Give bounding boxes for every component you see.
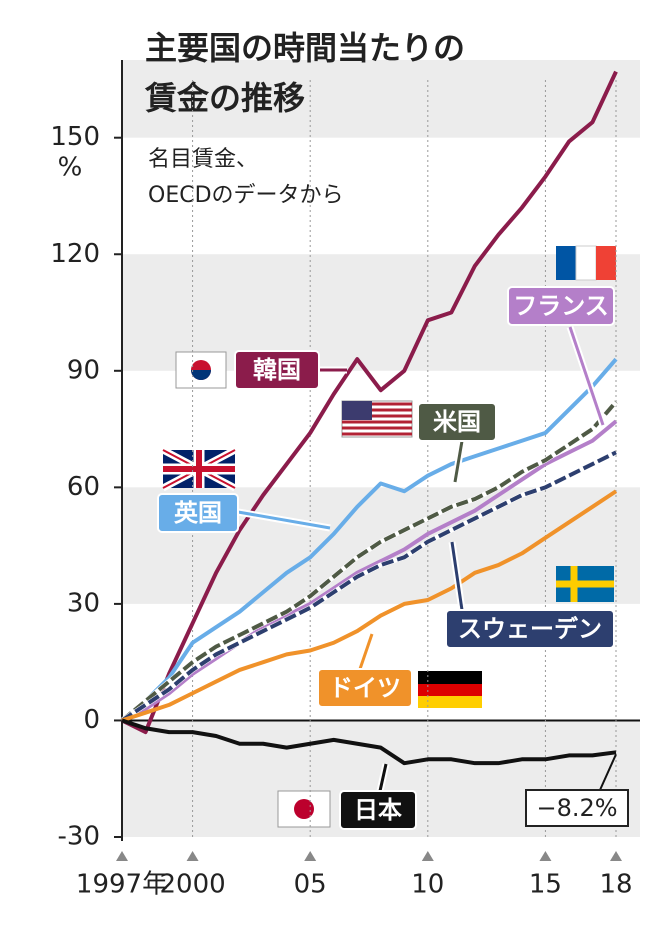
x-tick <box>610 851 622 861</box>
chart-title: 主要国の時間当たりの <box>145 29 465 67</box>
leader-line <box>358 633 374 670</box>
leader-line <box>453 440 464 483</box>
series-label: フランス <box>513 292 609 320</box>
series-dash <box>120 400 618 722</box>
series-label: 英国 <box>174 499 222 527</box>
flag-france <box>556 245 616 281</box>
series-line <box>121 718 617 766</box>
label-box <box>417 402 497 442</box>
x-tick <box>421 851 434 861</box>
label-box <box>157 493 239 533</box>
band <box>122 60 640 138</box>
x-tick <box>304 851 317 861</box>
y-tick-label: -30 <box>58 822 100 852</box>
x-tick-label: 15 <box>529 870 562 900</box>
leader-line <box>599 753 617 791</box>
label-box <box>234 350 320 390</box>
value-label: −8.2% <box>536 794 617 822</box>
subtitle: 名目賃金、 <box>148 147 258 172</box>
flag-japan <box>277 790 331 828</box>
y-tick-label: 60 <box>67 472 100 502</box>
label-box <box>339 790 417 830</box>
y-tick-label: 0 <box>83 705 100 735</box>
y-unit: % <box>58 153 83 183</box>
y-tick-label: 90 <box>67 355 100 385</box>
x-tick-label: 2000 <box>159 870 225 900</box>
flag-us <box>341 400 413 438</box>
x-tick-label: 10 <box>411 870 444 900</box>
x-tick <box>186 851 199 861</box>
series-line <box>121 70 618 735</box>
label-box <box>445 609 615 649</box>
series-label: 日本 <box>354 796 402 824</box>
leader-line <box>378 763 388 792</box>
x-tick-label: 18 <box>599 870 632 900</box>
flag-germany <box>418 671 482 708</box>
series-label: 韓国 <box>253 356 301 384</box>
chart-title: 賃金の推移 <box>144 79 305 117</box>
flag-uk <box>161 446 237 492</box>
series-label: ドイツ <box>329 674 401 702</box>
leader-line <box>568 326 605 426</box>
label-box <box>507 286 615 326</box>
y-tick-label: 150 <box>50 122 100 152</box>
flag-sweden <box>556 566 614 602</box>
label-box <box>317 668 413 708</box>
series-line <box>121 489 618 723</box>
series-label: 米国 <box>433 408 481 436</box>
value-label-box <box>525 789 629 827</box>
x-tick <box>539 851 552 861</box>
y-tick-label: 120 <box>50 239 100 269</box>
x-tick-label: 1997年 <box>76 870 168 900</box>
x-tick-label: 05 <box>294 870 327 900</box>
series-dash <box>120 450 617 723</box>
series-line <box>120 357 618 722</box>
series-line <box>121 419 618 723</box>
x-tick <box>116 851 128 861</box>
flag-korea <box>175 351 227 389</box>
y-tick-label: 30 <box>67 588 100 618</box>
series-label: スウェーデン <box>458 615 602 643</box>
subtitle: OECDのデータから <box>148 183 344 208</box>
leader-line <box>237 510 331 530</box>
leader-line <box>450 541 464 611</box>
